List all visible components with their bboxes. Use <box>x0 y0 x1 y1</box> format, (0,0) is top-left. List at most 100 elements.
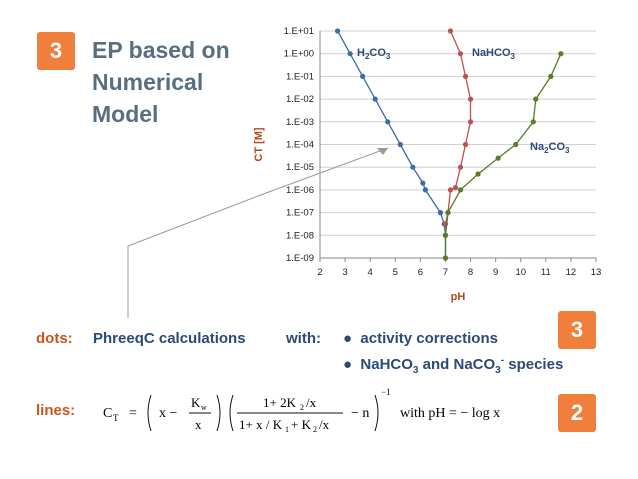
svg-text:1: 1 <box>285 425 289 434</box>
pointer-line <box>127 147 389 318</box>
svg-text:2: 2 <box>300 403 304 412</box>
slide-title: EP based on Numerical Model <box>92 34 252 130</box>
data-point-Na2CO3 <box>442 232 449 238</box>
data-point-Na2CO3 <box>533 96 539 102</box>
series-label-NaHCO3: NaHCO3 <box>472 47 516 61</box>
data-point-H2CO3 <box>334 28 341 34</box>
section-badge-bottom: 2 <box>558 394 596 432</box>
lines-label: lines: <box>36 402 76 419</box>
y-tick-label: 1.E-04 <box>286 140 314 151</box>
bullet2-sup: - <box>500 355 505 366</box>
y-tick-label: 1.E+00 <box>284 49 314 60</box>
data-point-Na2CO3 <box>513 141 519 148</box>
x-tick-label: 4 <box>368 267 373 278</box>
data-point-NaHCO3 <box>457 51 464 57</box>
data-point-NaHCO3 <box>452 185 459 191</box>
data-point-Na2CO3 <box>530 119 536 125</box>
svg-text:− n: − n <box>351 406 369 421</box>
formula-with-ph: with pH = − log x <box>400 406 500 421</box>
data-point-NaHCO3 <box>467 119 474 125</box>
bullet2-pre: NaHCO <box>360 356 413 373</box>
data-point-H2CO3 <box>437 210 444 216</box>
svg-text:=: = <box>129 406 137 421</box>
y-tick-label: 1.E-09 <box>286 253 314 264</box>
y-tick-label: 1.E-06 <box>286 185 314 196</box>
svg-text:2: 2 <box>313 425 317 434</box>
x-tick-label: 3 <box>342 267 347 278</box>
svg-text:K: K <box>191 395 201 410</box>
data-point-Na2CO3 <box>475 171 481 177</box>
section-badge-top: 3 <box>37 32 75 70</box>
formula-svg: C T = x − K w x 1+ 2K 2 /x 1+ x / K 1 + … <box>103 387 500 434</box>
data-point-H2CO3 <box>397 141 403 148</box>
data-point-NaHCO3 <box>447 187 454 193</box>
x-axis-label: pH <box>451 291 466 303</box>
data-point-H2CO3 <box>410 164 416 170</box>
x-tick-label: 10 <box>515 267 526 278</box>
bullet2-post: species <box>504 356 564 373</box>
dots-label: dots: <box>36 330 73 347</box>
pointer-arrowhead <box>377 148 388 155</box>
x-tick-label: 8 <box>468 267 473 278</box>
y-tick-label: 1.E-08 <box>286 230 314 241</box>
y-axis-label: CT [M] <box>253 127 265 162</box>
data-point-NaHCO3 <box>457 164 464 170</box>
x-tick-label: 12 <box>566 267 577 278</box>
x-tick-label: 6 <box>418 267 423 278</box>
formula: C T = x − K w x 1+ 2K 2 /x 1+ x / K 1 + … <box>103 383 543 443</box>
series-label-Na2CO3: Na2CO3 <box>530 141 570 155</box>
svg-text:w: w <box>201 403 207 412</box>
svg-text:C: C <box>103 406 112 421</box>
title-line-1: EP based on <box>92 37 230 63</box>
with-label: with: <box>286 330 321 347</box>
x-tick-label: 7 <box>443 267 448 278</box>
data-point-H2CO3 <box>385 119 391 125</box>
x-tick-label: 9 <box>493 267 498 278</box>
data-point-NaHCO3 <box>467 96 474 102</box>
bullet2-sub: 3 <box>412 365 419 376</box>
data-point-Na2CO3 <box>548 73 554 79</box>
dots-text: PhreeqC calculations <box>93 330 246 347</box>
bullet-activity: ● activity corrections <box>343 330 498 347</box>
svg-text:/x: /x <box>319 417 330 432</box>
svg-text:T: T <box>113 413 119 423</box>
data-point-NaHCO3 <box>447 28 454 34</box>
title-line-2: Numerical <box>92 69 204 95</box>
data-point-H2CO3 <box>347 51 353 57</box>
bullet1-text: activity corrections <box>360 330 498 347</box>
y-tick-label: 1.E-02 <box>286 94 314 105</box>
svg-text:1+ x / K: 1+ x / K <box>239 417 283 432</box>
y-tick-label: 1.E-01 <box>286 71 314 82</box>
bullet-species: ● NaHCO3 and NaCO3- species <box>343 355 563 376</box>
svg-text:x: x <box>195 417 202 432</box>
x-tick-label: 2 <box>317 267 322 278</box>
data-point-Na2CO3 <box>495 155 501 161</box>
section-badge-mid: 3 <box>558 311 596 349</box>
svg-text:−1: −1 <box>381 387 391 397</box>
data-point-Na2CO3 <box>558 51 564 57</box>
x-tick-label: 13 <box>591 267 602 278</box>
data-point-H2CO3 <box>360 73 366 79</box>
svg-text:/x: /x <box>306 395 317 410</box>
data-point-H2CO3 <box>420 180 426 186</box>
data-point-Na2CO3 <box>442 255 449 261</box>
title-line-3: Model <box>92 101 159 127</box>
data-point-H2CO3 <box>372 96 378 102</box>
bullet2-mid: and NaCO <box>418 356 496 373</box>
data-point-NaHCO3 <box>462 73 469 79</box>
series-label-H2CO3: H2CO3 <box>357 47 391 61</box>
y-tick-label: 1.E+01 <box>284 26 314 37</box>
svg-text:1+ 2K: 1+ 2K <box>263 395 297 410</box>
data-point-NaHCO3 <box>462 141 469 148</box>
x-tick-label: 5 <box>393 267 398 278</box>
y-tick-label: 1.E-03 <box>286 117 314 128</box>
bullet2-sub2: 3 <box>495 365 501 376</box>
y-tick-label: 1.E-05 <box>286 162 314 173</box>
data-point-H2CO3 <box>422 187 428 193</box>
data-point-Na2CO3 <box>457 187 464 193</box>
series-line-NaHCO3 <box>444 30 472 236</box>
bullet-dot-2: ● <box>343 356 361 373</box>
y-tick-label: 1.E-07 <box>286 208 314 219</box>
x-tick-label: 11 <box>541 267 551 278</box>
